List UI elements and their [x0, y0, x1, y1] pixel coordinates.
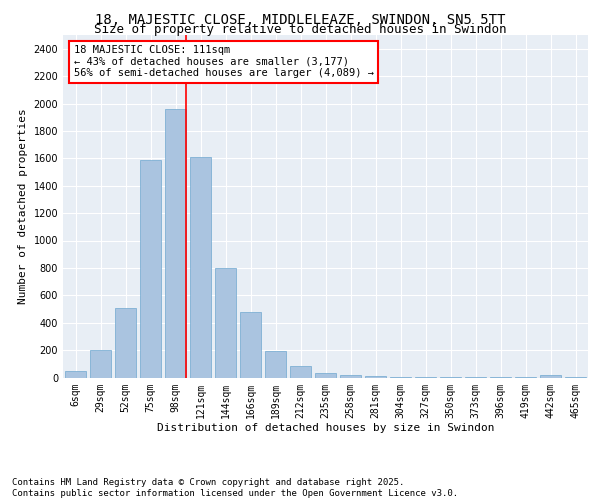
Bar [90, 350, 111, 378]
Bar [65, 370, 86, 378]
Text: Contains HM Land Registry data © Crown copyright and database right 2025.
Contai: Contains HM Land Registry data © Crown c… [12, 478, 458, 498]
Bar [390, 377, 411, 378]
Bar [540, 375, 561, 378]
Bar [240, 312, 261, 378]
Bar [340, 375, 361, 378]
X-axis label: Distribution of detached houses by size in Swindon: Distribution of detached houses by size … [157, 423, 494, 433]
Text: 18, MAJESTIC CLOSE, MIDDLELEAZE, SWINDON, SN5 5TT: 18, MAJESTIC CLOSE, MIDDLELEAZE, SWINDON… [95, 12, 505, 26]
Bar [165, 109, 186, 378]
Bar [140, 160, 161, 378]
Bar [415, 377, 436, 378]
Y-axis label: Number of detached properties: Number of detached properties [18, 108, 28, 304]
Text: Size of property relative to detached houses in Swindon: Size of property relative to detached ho… [94, 24, 506, 36]
Bar [215, 268, 236, 378]
Bar [115, 308, 136, 378]
Bar [265, 351, 286, 378]
Bar [190, 157, 211, 378]
Bar [290, 366, 311, 378]
Bar [365, 376, 386, 378]
Bar [315, 372, 336, 378]
Text: 18 MAJESTIC CLOSE: 111sqm
← 43% of detached houses are smaller (3,177)
56% of se: 18 MAJESTIC CLOSE: 111sqm ← 43% of detac… [74, 46, 373, 78]
